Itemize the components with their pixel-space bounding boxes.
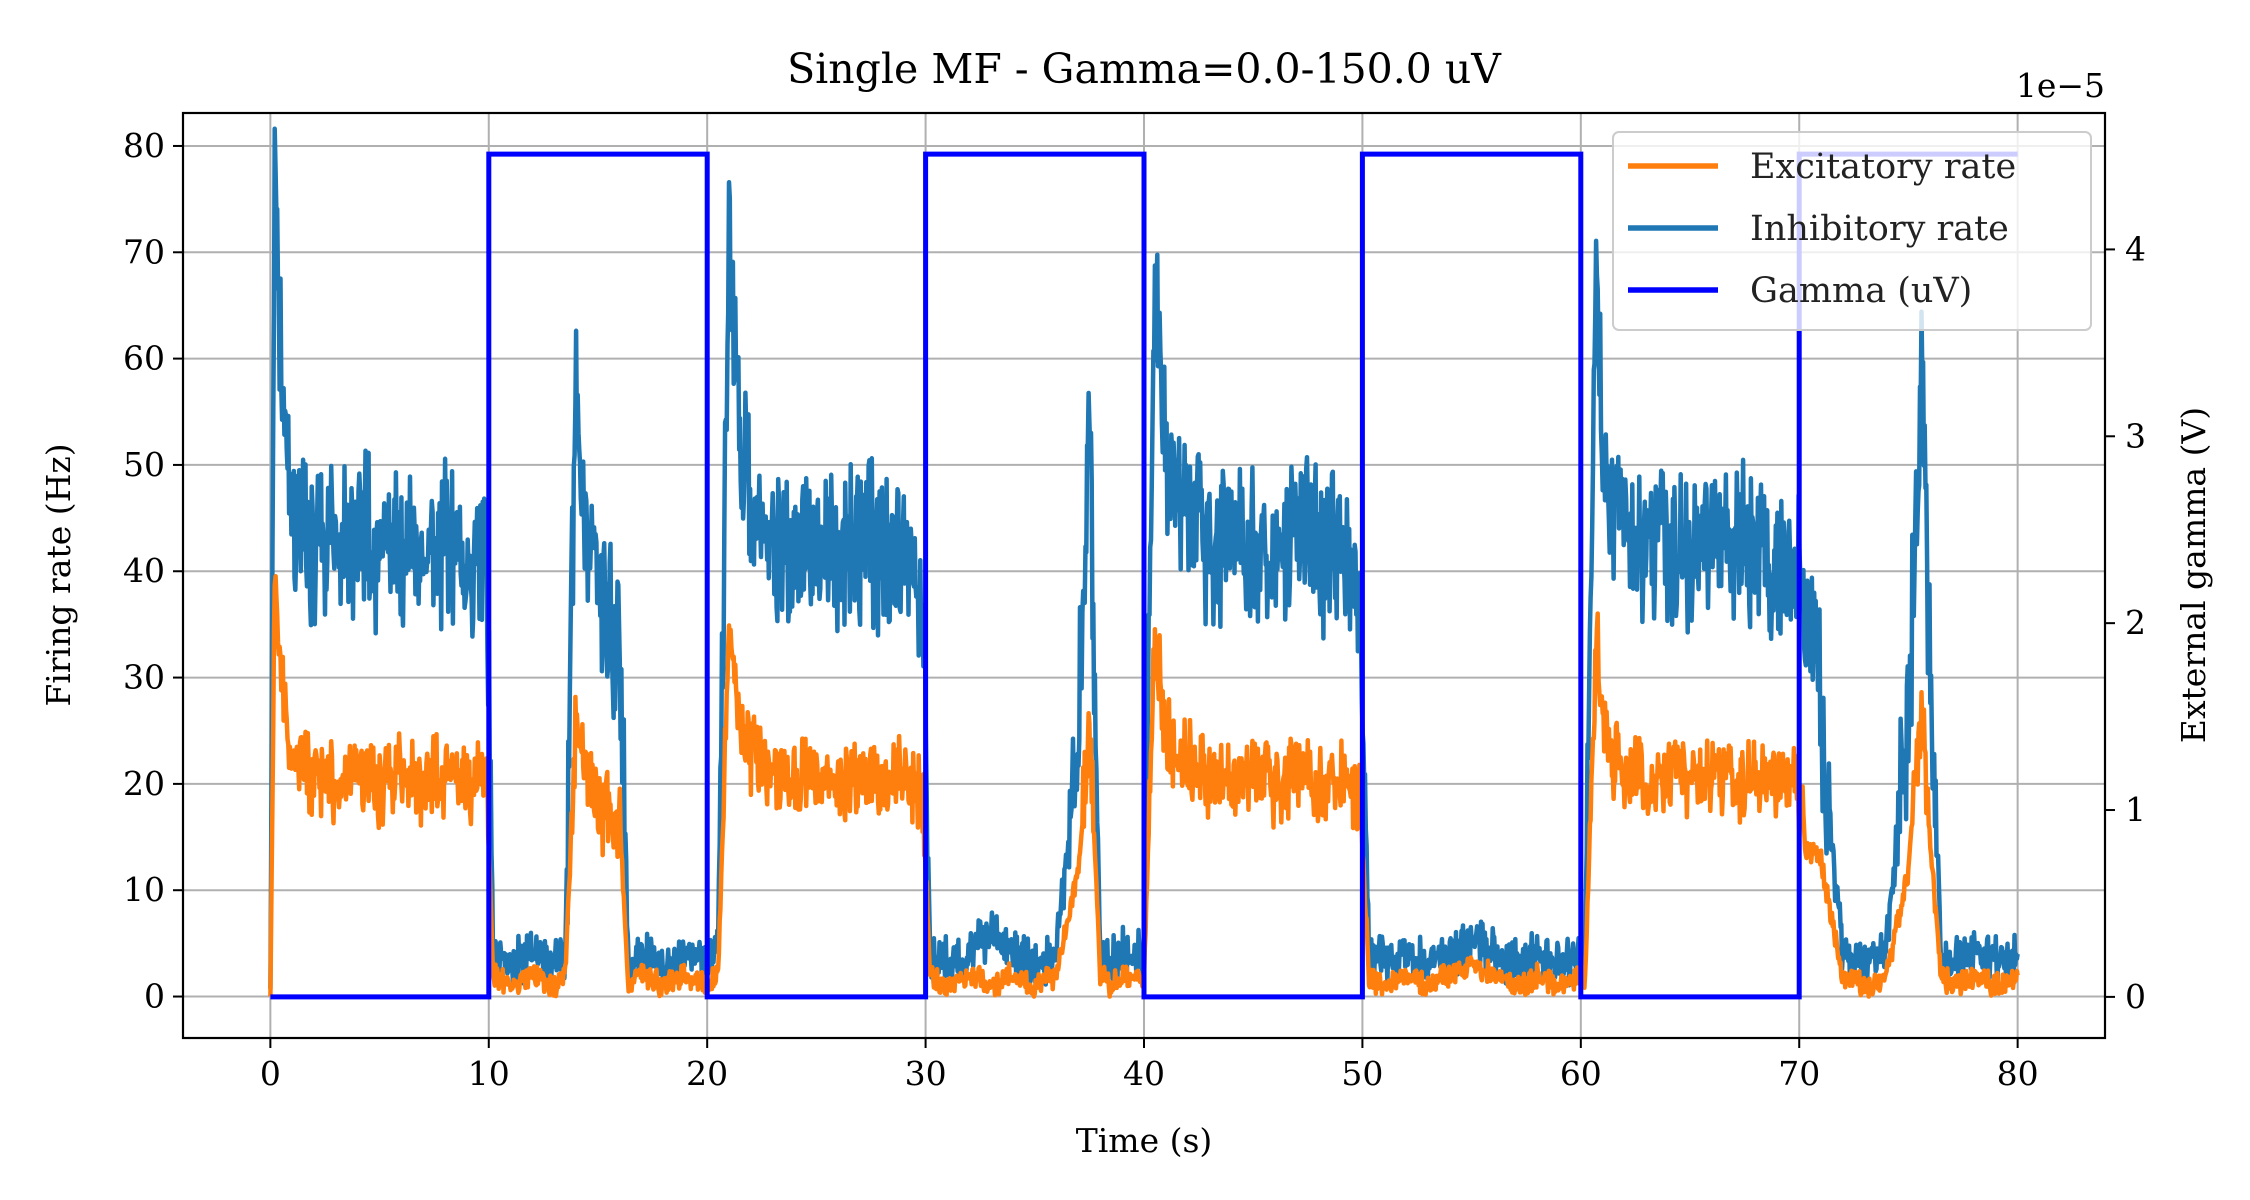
y-tick-label: 50 — [123, 445, 165, 484]
y-tick-label: 70 — [123, 232, 165, 271]
x-axis-label: Time (s) — [1076, 1121, 1213, 1160]
gamma-line — [270, 151, 2018, 1000]
y-tick-label: 0 — [144, 977, 165, 1016]
x-tick-label: 60 — [1560, 1054, 1602, 1093]
legend-gamma-label: Gamma (uV) — [1750, 271, 1972, 311]
legend-box — [1612, 131, 2092, 331]
x-tick-label: 0 — [260, 1054, 281, 1093]
ticks: 0 10 20 30 40 50 60 70 80 0 10 20 30 40 50 60 70 80 0 1 2 3 4 — [123, 126, 2146, 1093]
y2-tick-label: 0 — [2125, 977, 2146, 1016]
y2-tick-label: 3 — [2125, 416, 2146, 455]
x-tick-label: 40 — [1123, 1054, 1165, 1093]
x-tick-label: 10 — [468, 1054, 510, 1093]
y-tick-label: 30 — [123, 658, 165, 697]
y-tick-label: 10 — [123, 870, 165, 909]
x-tick-label: 70 — [1778, 1054, 1820, 1093]
x-tick-label: 20 — [686, 1054, 728, 1093]
data-layer — [268, 126, 2020, 1000]
y-tick-label: 80 — [123, 126, 165, 165]
y-tick-label: 40 — [123, 551, 165, 590]
legend-inhibitory-label: Inhibitory rate — [1750, 209, 2009, 249]
legend-excitatory-label: Excitatory rate — [1750, 147, 2016, 187]
x-tick-label: 80 — [1997, 1054, 2039, 1093]
y-axis-label: Firing rate (Hz) — [39, 443, 78, 706]
y2-offset-label: 1e−5 — [2016, 66, 2105, 105]
y-tick-label: 60 — [123, 339, 165, 378]
y2-tick-label: 1 — [2125, 790, 2146, 829]
y2-tick-label: 4 — [2125, 229, 2146, 268]
legend: Excitatory rate Inhibitory rate Gamma (u… — [1612, 131, 2092, 331]
y2-tick-label: 2 — [2125, 603, 2146, 642]
chart-title: Single MF - Gamma=0.0-150.0 uV — [787, 45, 1502, 93]
x-tick-label: 50 — [1341, 1054, 1383, 1093]
y-tick-label: 20 — [123, 764, 165, 803]
y2-axis-label: External gamma (V) — [2174, 407, 2213, 743]
x-tick-label: 30 — [905, 1054, 947, 1093]
